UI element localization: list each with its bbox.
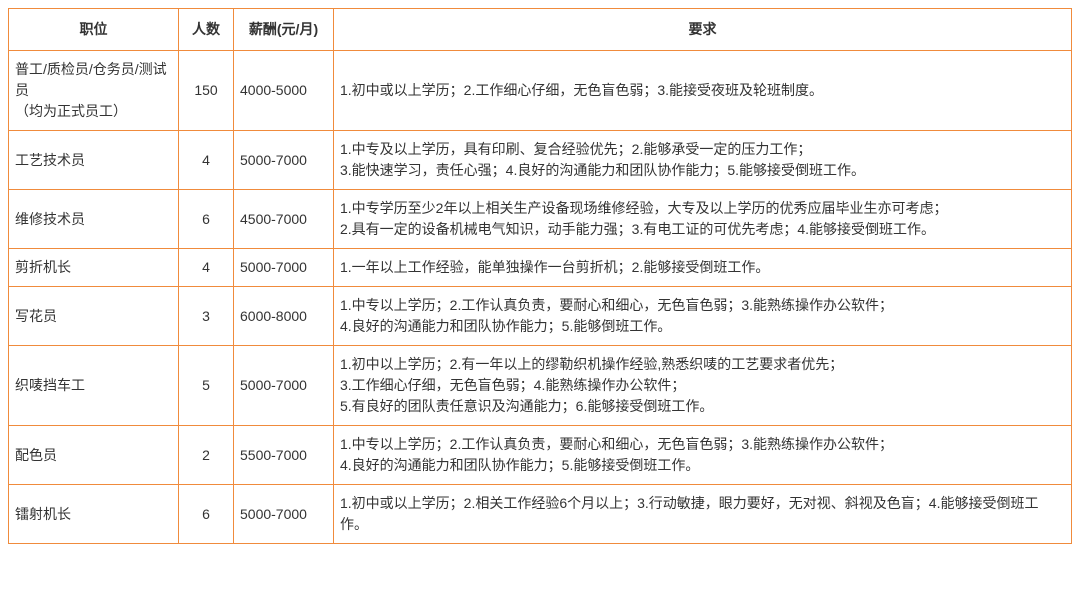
cell-count: 5 — [179, 346, 234, 426]
table-row: 镭射机长 6 5000-7000 1.初中或以上学历；2.相关工作经验6个月以上… — [9, 485, 1072, 544]
cell-position: 写花员 — [9, 287, 179, 346]
table-row: 普工/质检员/仓务员/测试员（均为正式员工） 150 4000-5000 1.初… — [9, 51, 1072, 131]
cell-count: 4 — [179, 131, 234, 190]
cell-salary: 5000-7000 — [234, 131, 334, 190]
cell-count: 150 — [179, 51, 234, 131]
cell-salary: 4000-5000 — [234, 51, 334, 131]
header-salary: 薪酬(元/月) — [234, 9, 334, 51]
table-body: 普工/质检员/仓务员/测试员（均为正式员工） 150 4000-5000 1.初… — [9, 51, 1072, 544]
job-table: 职位 人数 薪酬(元/月) 要求 普工/质检员/仓务员/测试员（均为正式员工） … — [8, 8, 1072, 544]
cell-requirements: 1.初中或以上学历；2.工作细心仔细，无色盲色弱；3.能接受夜班及轮班制度。 — [334, 51, 1072, 131]
cell-requirements: 1.中专以上学历；2.工作认真负责，要耐心和细心，无色盲色弱；3.能熟练操作办公… — [334, 287, 1072, 346]
table-row: 工艺技术员 4 5000-7000 1.中专及以上学历，具有印刷、复合经验优先；… — [9, 131, 1072, 190]
cell-position: 织唛挡车工 — [9, 346, 179, 426]
cell-position: 工艺技术员 — [9, 131, 179, 190]
cell-position: 维修技术员 — [9, 190, 179, 249]
cell-requirements: 1.中专以上学历；2.工作认真负责，要耐心和细心，无色盲色弱；3.能熟练操作办公… — [334, 426, 1072, 485]
cell-requirements: 1.中专学历至少2年以上相关生产设备现场维修经验，大专及以上学历的优秀应届毕业生… — [334, 190, 1072, 249]
header-row: 职位 人数 薪酬(元/月) 要求 — [9, 9, 1072, 51]
cell-count: 3 — [179, 287, 234, 346]
cell-count: 6 — [179, 190, 234, 249]
header-requirements: 要求 — [334, 9, 1072, 51]
table-row: 织唛挡车工 5 5000-7000 1.初中以上学历；2.有一年以上的缪勒织机操… — [9, 346, 1072, 426]
cell-position: 剪折机长 — [9, 249, 179, 287]
cell-count: 2 — [179, 426, 234, 485]
header-count: 人数 — [179, 9, 234, 51]
cell-count: 6 — [179, 485, 234, 544]
table-row: 写花员 3 6000-8000 1.中专以上学历；2.工作认真负责，要耐心和细心… — [9, 287, 1072, 346]
cell-position: 镭射机长 — [9, 485, 179, 544]
cell-position: 普工/质检员/仓务员/测试员（均为正式员工） — [9, 51, 179, 131]
cell-requirements: 1.初中以上学历；2.有一年以上的缪勒织机操作经验,熟悉织唛的工艺要求者优先；3… — [334, 346, 1072, 426]
table-row: 维修技术员 6 4500-7000 1.中专学历至少2年以上相关生产设备现场维修… — [9, 190, 1072, 249]
cell-salary: 6000-8000 — [234, 287, 334, 346]
cell-salary: 5500-7000 — [234, 426, 334, 485]
cell-salary: 5000-7000 — [234, 346, 334, 426]
cell-requirements: 1.一年以上工作经验，能单独操作一台剪折机；2.能够接受倒班工作。 — [334, 249, 1072, 287]
table-row: 剪折机长 4 5000-7000 1.一年以上工作经验，能单独操作一台剪折机；2… — [9, 249, 1072, 287]
cell-position: 配色员 — [9, 426, 179, 485]
cell-salary: 5000-7000 — [234, 249, 334, 287]
table-row: 配色员 2 5500-7000 1.中专以上学历；2.工作认真负责，要耐心和细心… — [9, 426, 1072, 485]
cell-salary: 4500-7000 — [234, 190, 334, 249]
cell-requirements: 1.初中或以上学历；2.相关工作经验6个月以上；3.行动敏捷，眼力要好，无对视、… — [334, 485, 1072, 544]
cell-requirements: 1.中专及以上学历，具有印刷、复合经验优先；2.能够承受一定的压力工作；3.能快… — [334, 131, 1072, 190]
cell-salary: 5000-7000 — [234, 485, 334, 544]
header-position: 职位 — [9, 9, 179, 51]
cell-count: 4 — [179, 249, 234, 287]
